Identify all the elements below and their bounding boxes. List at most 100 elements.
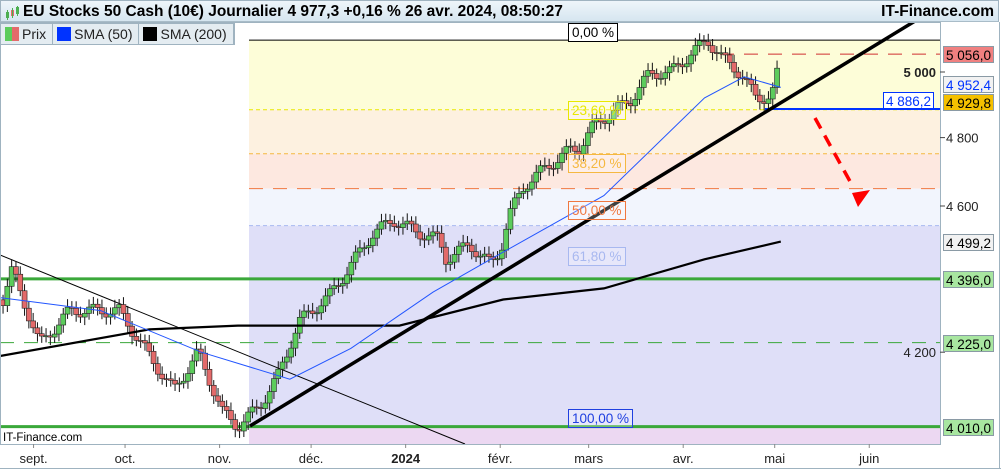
x-tick-label: sept. bbox=[19, 451, 47, 466]
candle-body bbox=[21, 290, 28, 309]
candle-body bbox=[731, 62, 737, 73]
candle-body bbox=[73, 307, 79, 315]
legend-item-prix[interactable]: Prix bbox=[1, 24, 54, 44]
candle-body bbox=[327, 288, 333, 297]
candle-body bbox=[172, 380, 178, 385]
candle-body bbox=[245, 411, 251, 423]
price-tag: 4 499,2 bbox=[943, 233, 995, 251]
candle-body bbox=[357, 247, 363, 253]
candle-body bbox=[632, 99, 638, 107]
candle-body bbox=[279, 361, 286, 370]
x-tick-label: oct. bbox=[115, 451, 136, 466]
candle-body bbox=[120, 304, 127, 314]
legend-item-sma200[interactable]: SMA (200) bbox=[139, 24, 234, 44]
candle-body bbox=[13, 266, 19, 275]
candle-body bbox=[185, 373, 191, 382]
candle-body bbox=[176, 382, 183, 385]
uptrend-line bbox=[249, 16, 921, 428]
x-tick-label: 2024 bbox=[391, 451, 421, 466]
candle-body bbox=[464, 242, 471, 246]
candle-body bbox=[520, 191, 527, 194]
title-bar: EU Stocks 50 Cash (10€) Journalier 4 977… bbox=[0, 0, 999, 22]
candle-body bbox=[249, 406, 256, 413]
candle-body bbox=[365, 245, 372, 249]
candle-body bbox=[60, 313, 67, 326]
candle-body bbox=[666, 66, 673, 74]
candle-body bbox=[112, 307, 118, 315]
sma200-swatch-icon bbox=[143, 27, 158, 41]
bearish-arrow-line bbox=[813, 117, 854, 186]
candle-body bbox=[124, 313, 131, 327]
y-tick-label: 5 000 bbox=[903, 65, 936, 80]
candle-body bbox=[361, 247, 368, 250]
candle-body bbox=[486, 253, 492, 257]
y-tick-label: 4 800 bbox=[946, 131, 979, 146]
candle-body bbox=[400, 223, 406, 228]
candle-body bbox=[559, 152, 565, 163]
fib-label: 61,80 % bbox=[568, 247, 626, 266]
candle-body bbox=[511, 197, 518, 209]
candle-body bbox=[774, 67, 780, 88]
fib-label: 0,00 % bbox=[568, 23, 619, 42]
candle-body bbox=[34, 327, 41, 335]
candle-body bbox=[292, 332, 299, 349]
candle-body bbox=[38, 333, 45, 337]
downtrend-line bbox=[0, 254, 466, 445]
candle-body bbox=[189, 360, 196, 374]
candle-body bbox=[748, 79, 755, 85]
candle-body bbox=[589, 121, 595, 134]
brand-name: IT-Finance.com bbox=[881, 3, 994, 20]
support-price-label: 4 886,2 bbox=[883, 92, 935, 109]
candle-body bbox=[516, 193, 522, 199]
legend-label: SMA (50) bbox=[74, 26, 133, 42]
candle-body bbox=[546, 165, 552, 169]
bearish-arrow-head-icon bbox=[852, 190, 870, 207]
legend-label: SMA (200) bbox=[160, 26, 227, 42]
candle-body bbox=[206, 368, 213, 386]
candle-body bbox=[352, 251, 359, 263]
candle-body bbox=[275, 368, 282, 379]
candle-body bbox=[735, 71, 742, 79]
candle-body bbox=[180, 380, 187, 384]
candle-body bbox=[8, 266, 15, 287]
price-swatch-icon bbox=[5, 27, 19, 41]
candle-body bbox=[146, 342, 153, 352]
candle-body bbox=[434, 231, 441, 234]
candle-body bbox=[769, 87, 776, 100]
x-tick-label: avr. bbox=[673, 451, 694, 466]
x-tick-label: nov. bbox=[208, 451, 232, 466]
x-tick-label: mai bbox=[764, 451, 785, 466]
candle-body bbox=[370, 237, 376, 246]
candle-body bbox=[219, 400, 226, 407]
fib-zone bbox=[249, 40, 940, 110]
candle-body bbox=[26, 307, 32, 322]
candle-body bbox=[284, 356, 290, 363]
candle-body bbox=[301, 310, 307, 318]
candle-body bbox=[30, 320, 36, 329]
candle-body bbox=[271, 378, 277, 392]
candle-body bbox=[563, 146, 570, 154]
candle-body bbox=[64, 306, 71, 315]
candle-body bbox=[430, 231, 436, 237]
candle-body bbox=[155, 363, 161, 375]
y-tick-label: 4 600 bbox=[946, 199, 979, 214]
price-tag: 4 952,4 bbox=[943, 76, 995, 93]
candle-body bbox=[159, 373, 165, 380]
candle-body bbox=[4, 285, 11, 306]
watermark: IT-Finance.com bbox=[3, 432, 83, 444]
candle-body bbox=[696, 40, 703, 46]
candle-body bbox=[193, 348, 200, 362]
candle-body bbox=[705, 41, 712, 46]
candle-body bbox=[451, 254, 458, 263]
candle-body bbox=[468, 244, 475, 253]
candle-body bbox=[348, 261, 355, 276]
candle-body bbox=[533, 171, 540, 183]
candle-body bbox=[438, 233, 445, 248]
candle-body bbox=[223, 406, 230, 411]
legend-item-sma50[interactable]: SMA (50) bbox=[53, 24, 140, 44]
candle-body bbox=[477, 255, 484, 258]
candle-body bbox=[378, 221, 385, 230]
candle-body bbox=[580, 145, 587, 155]
candle-body bbox=[241, 421, 247, 432]
